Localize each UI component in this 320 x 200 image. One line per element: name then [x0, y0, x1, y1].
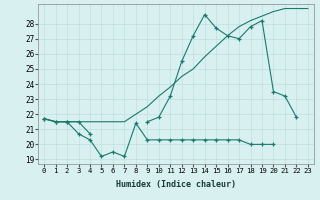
X-axis label: Humidex (Indice chaleur): Humidex (Indice chaleur): [116, 180, 236, 189]
